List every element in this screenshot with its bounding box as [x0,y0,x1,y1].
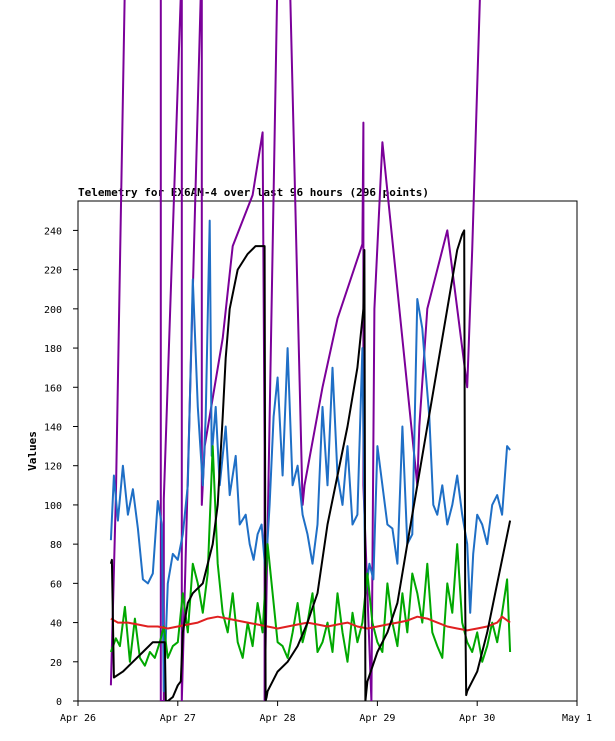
x-tick-label: Apr 27 [160,713,196,724]
series-line-5 [109,229,512,701]
series-line-4 [110,615,511,632]
x-tick-label: Apr 28 [260,713,296,724]
y-tick-label: 60 [50,579,62,590]
y-tick-label: 40 [50,619,62,630]
y-tick-label: 80 [50,540,62,551]
x-axis-ticks: Apr 26 Apr 27 Apr 28 Apr 29 Apr 30 May 1 [60,701,592,724]
y-tick-label: 160 [44,383,62,394]
y-tick-label: 0 [56,697,62,708]
y-tick-label: 120 [44,462,62,473]
y-axis-label: Values [26,431,39,471]
x-tick-label: Apr 26 [60,713,96,724]
x-tick-label: May 1 [562,713,592,724]
y-tick-label: 20 [50,658,62,669]
y-tick-label: 220 [44,266,62,277]
x-tick-label: Apr 29 [359,713,395,724]
y-tick-label: 180 [44,344,62,355]
series-layer [109,0,512,701]
series-line-3 [109,445,512,667]
y-tick-label: 200 [44,305,62,316]
y-tick-label: 100 [44,501,62,512]
plot-frame [77,200,578,702]
y-tick-label: 140 [44,422,62,433]
y-axis-ticks: 0 20 40 60 80 100 120 140 160 180 200 220 240 [44,226,78,708]
y-tick-label: 240 [44,226,62,237]
series-line-2 [109,219,511,693]
x-tick-label: Apr 30 [459,713,495,724]
